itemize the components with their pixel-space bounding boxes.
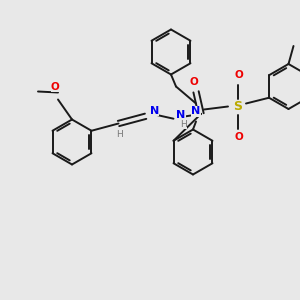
Text: S: S (233, 100, 242, 113)
Text: O: O (190, 77, 198, 87)
Text: H: H (180, 120, 187, 129)
Text: O: O (235, 133, 243, 142)
Text: N: N (176, 110, 186, 120)
Text: O: O (51, 82, 59, 92)
Text: N: N (150, 106, 159, 116)
Text: N: N (191, 106, 201, 116)
Text: H: H (116, 130, 123, 139)
Text: O: O (235, 70, 243, 80)
